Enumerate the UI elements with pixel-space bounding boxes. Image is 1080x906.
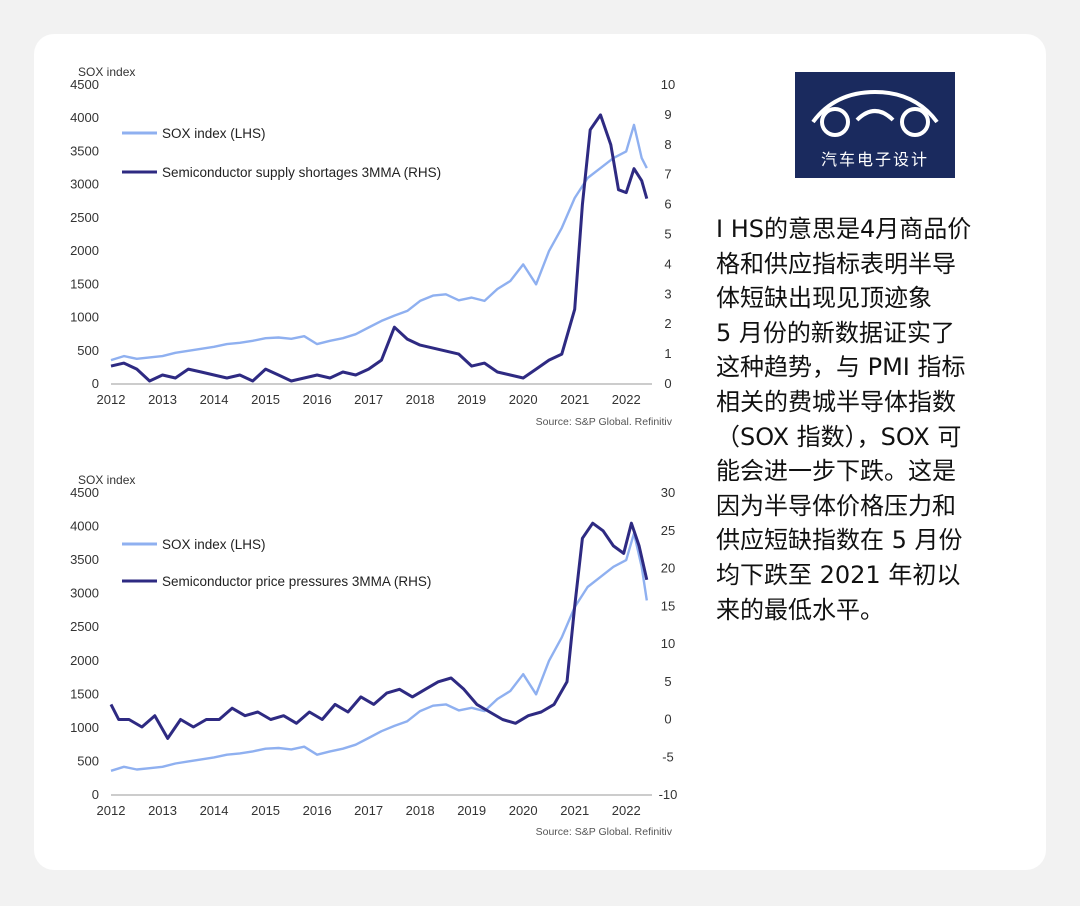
y-tick-label-left: 3000 xyxy=(70,177,99,192)
commentary-line: I HS的意思是4月商品价 xyxy=(716,215,972,243)
y-tick-label-left: 4500 xyxy=(70,485,99,500)
x-tick-label: 2013 xyxy=(148,803,177,818)
legend-label: Semiconductor supply shortages 3MMA (RHS… xyxy=(162,165,441,180)
supply-shortage-line xyxy=(110,113,649,383)
y-tick-label-left: 0 xyxy=(92,376,99,391)
y-tick-label-right: 5 xyxy=(664,674,671,689)
y-tick-label-right: -10 xyxy=(659,787,678,802)
y-tick-label-left: 2000 xyxy=(70,653,99,668)
legend-label: SOX index (LHS) xyxy=(162,126,266,141)
logo-text: 汽车电子设计 xyxy=(820,150,929,169)
y-tick-label-left: 1000 xyxy=(70,310,99,325)
brand-logo: 汽车电子设计 xyxy=(795,72,955,178)
commentary-line: 因为半导体价格压力和 xyxy=(716,491,956,520)
commentary-line: 体短缺出现见顶迹象 xyxy=(716,284,932,313)
y-tick-label-left: 4000 xyxy=(70,110,99,125)
x-tick-label: 2020 xyxy=(509,803,538,818)
y-tick-label-right: 6 xyxy=(664,197,671,212)
x-tick-label: 2019 xyxy=(457,803,486,818)
y-tick-label-right: 4 xyxy=(664,256,671,271)
x-tick-label: 2021 xyxy=(560,803,589,818)
commentary-line: 来的最低水平。 xyxy=(716,595,884,624)
y-tick-label-left: 500 xyxy=(77,753,99,768)
commentary-line: 均下跌至 2021 年初以 xyxy=(716,560,961,589)
y-tick-label-left: 1500 xyxy=(70,686,99,701)
y-tick-label-right: 10 xyxy=(661,636,675,651)
legend-label: Semiconductor price pressures 3MMA (RHS) xyxy=(162,574,431,589)
x-tick-label: 2014 xyxy=(200,803,229,818)
y-tick-label-right: 3 xyxy=(664,286,671,301)
x-tick-label: 2012 xyxy=(97,392,126,407)
sox-index-line xyxy=(110,123,648,362)
y-tick-label-left: 3000 xyxy=(70,586,99,601)
y-tick-label-right: 7 xyxy=(664,167,671,182)
y-tick-label-right: 0 xyxy=(664,376,671,391)
source-note: Source: S&P Global. Refinitiv xyxy=(536,416,673,428)
commentary-line: 5 月份的新数据证实了 xyxy=(716,318,955,347)
y-tick-label-right: -5 xyxy=(662,749,674,764)
x-tick-label: 2018 xyxy=(406,392,435,407)
x-tick-label: 2014 xyxy=(200,392,229,407)
source-note: Source: S&P Global. Refinitiv xyxy=(536,826,673,838)
x-tick-label: 2017 xyxy=(354,803,383,818)
y-tick-label-right: 10 xyxy=(661,77,675,92)
legend-label: SOX index (LHS) xyxy=(162,537,266,552)
y-tick-label-left: 4500 xyxy=(70,77,99,92)
commentary-line: 这种趋势，与 PMI 指标 xyxy=(716,353,966,382)
commentary-line: 相关的费城半导体指数 xyxy=(716,387,956,416)
x-tick-label: 2022 xyxy=(612,803,641,818)
y-tick-label-right: 9 xyxy=(664,107,671,122)
y-tick-label-left: 2500 xyxy=(70,210,99,225)
commentary-line: 格和供应指标表明半导 xyxy=(716,249,956,278)
x-tick-label: 2013 xyxy=(148,392,177,407)
commentary-text: I HS的意思是4月商品价 格和供应指标表明半导 体短缺出现见顶迹象 5 月份的… xyxy=(716,212,1036,627)
y-tick-label-right: 0 xyxy=(664,712,671,727)
y-tick-label-right: 25 xyxy=(661,523,675,538)
sox-index-line xyxy=(110,532,648,772)
x-tick-label: 2015 xyxy=(251,803,280,818)
x-tick-label: 2019 xyxy=(457,392,486,407)
y-tick-label-left: 3500 xyxy=(70,552,99,567)
price-pressure-line xyxy=(109,521,649,740)
x-tick-label: 2020 xyxy=(509,392,538,407)
y-tick-label-left: 500 xyxy=(77,343,99,358)
y-tick-label-right: 15 xyxy=(661,598,675,613)
y-tick-label-left: 3500 xyxy=(70,143,99,158)
y-tick-label-right: 30 xyxy=(661,485,675,500)
y-tick-label-left: 4000 xyxy=(70,519,99,534)
commentary-line: （SOX 指数），SOX 可 xyxy=(716,422,962,451)
commentary-line: 能会进一步下跌。这是 xyxy=(716,457,956,486)
y-tick-label-right: 1 xyxy=(664,346,671,361)
y-tick-label-left: 2500 xyxy=(70,619,99,634)
x-tick-label: 2016 xyxy=(303,392,332,407)
x-tick-label: 2022 xyxy=(612,392,641,407)
x-tick-label: 2016 xyxy=(303,803,332,818)
y-axis-title-left: SOX index xyxy=(78,473,135,487)
x-tick-label: 2012 xyxy=(97,803,126,818)
y-tick-label-left: 1500 xyxy=(70,276,99,291)
x-tick-label: 2017 xyxy=(354,392,383,407)
y-tick-label-left: 0 xyxy=(92,787,99,802)
stylized-car-icon xyxy=(811,89,939,137)
x-tick-label: 2015 xyxy=(251,392,280,407)
y-tick-label-left: 2000 xyxy=(70,243,99,258)
y-tick-label-right: 2 xyxy=(664,316,671,331)
y-tick-label-right: 20 xyxy=(661,561,675,576)
x-tick-label: 2018 xyxy=(406,803,435,818)
x-tick-label: 2021 xyxy=(560,392,589,407)
y-tick-label-left: 1000 xyxy=(70,720,99,735)
y-tick-label-right: 5 xyxy=(664,227,671,242)
commentary-line: 供应短缺指数在 5 月份 xyxy=(716,526,963,555)
y-axis-title-left: SOX index xyxy=(78,65,135,79)
y-tick-label-right: 8 xyxy=(664,137,671,152)
